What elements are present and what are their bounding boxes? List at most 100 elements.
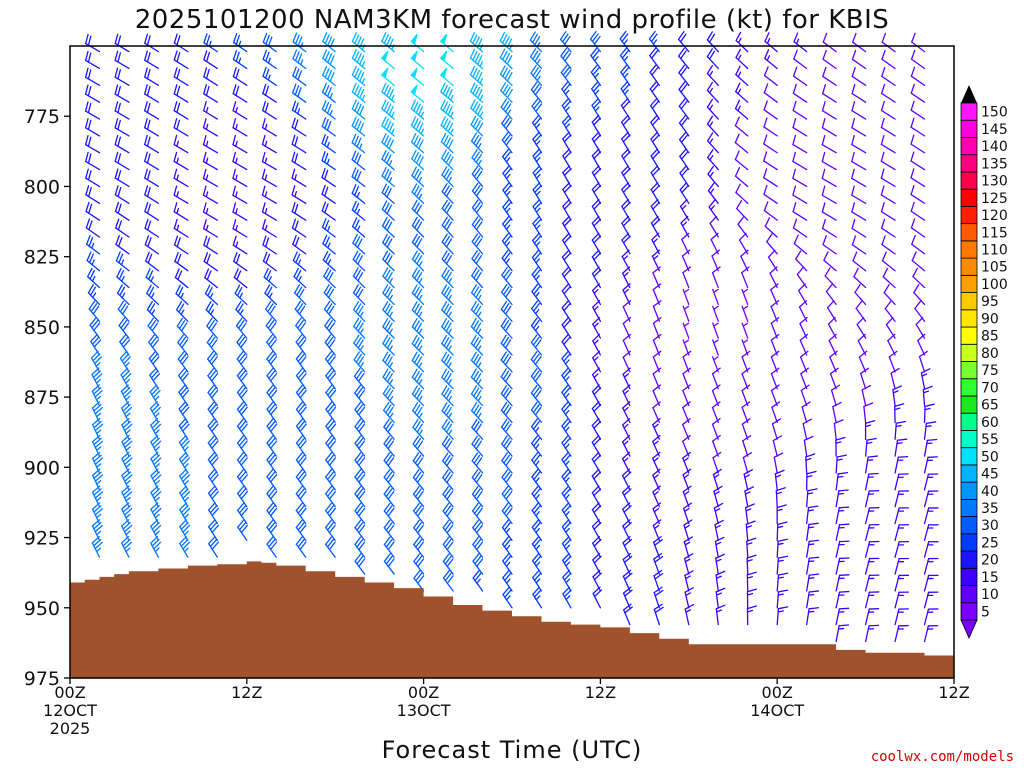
wind-barb	[792, 151, 808, 171]
wind-barb	[500, 351, 513, 373]
wind-barb	[383, 452, 395, 474]
wind-barb	[354, 418, 366, 440]
wind-barb	[236, 334, 248, 356]
wind-barb	[236, 350, 248, 373]
wind-barb	[650, 114, 660, 137]
wind-barb	[864, 608, 880, 626]
wind-barb	[806, 488, 818, 508]
wind-barb	[764, 49, 778, 70]
wind-barb	[561, 232, 572, 255]
wind-barb	[441, 318, 454, 339]
wind-barb	[880, 202, 896, 221]
wind-barb	[851, 185, 867, 204]
wind-barb	[87, 284, 101, 306]
wind-barb	[262, 218, 277, 238]
credit-label[interactable]: coolwx.com/models	[871, 749, 1014, 765]
colorbar-top-arrow	[961, 85, 977, 103]
wind-barb	[911, 234, 926, 255]
wind-barb	[741, 322, 749, 339]
wind-barb	[441, 233, 454, 255]
y-tick-label: 775	[24, 106, 60, 128]
wind-barb	[202, 134, 218, 154]
wind-barb	[744, 486, 754, 508]
wind-barb	[150, 536, 162, 558]
wind-barb	[88, 300, 101, 322]
wind-barb	[118, 317, 130, 339]
wind-barb	[265, 300, 277, 322]
wind-barb	[805, 453, 816, 474]
colorbar-label: 5	[981, 604, 990, 620]
wind-barb	[711, 367, 721, 390]
wind-barb	[501, 502, 513, 525]
wind-barb	[324, 350, 336, 373]
wind-barb	[623, 603, 633, 626]
wind-barb	[471, 452, 484, 474]
wind-barb	[650, 131, 660, 154]
wind-barb	[923, 624, 939, 643]
wind-barb	[179, 502, 191, 525]
wind-barb	[894, 591, 910, 609]
wind-barb	[894, 455, 909, 474]
wind-barb	[411, 149, 425, 171]
wind-barb	[591, 81, 602, 103]
wind-barb	[439, 50, 454, 70]
wind-barb	[500, 98, 513, 120]
wind-barb	[291, 134, 307, 154]
y-tick-label: 825	[24, 247, 60, 269]
wind-barb	[86, 251, 101, 272]
wind-barb	[262, 49, 277, 70]
wind-barb	[707, 149, 719, 171]
wind-barb	[561, 249, 572, 272]
wind-barb	[232, 151, 248, 171]
colorbar-label: 25	[981, 535, 999, 551]
wind-barb	[177, 350, 189, 373]
wind-barb	[441, 301, 454, 322]
wind-barb	[714, 519, 724, 542]
wind-barb	[179, 536, 191, 558]
wind-barb	[500, 334, 513, 356]
wind-barb	[144, 201, 160, 221]
wind-barb	[440, 116, 454, 137]
wind-barb	[591, 232, 602, 255]
wind-barb	[121, 502, 133, 525]
wind-barb	[770, 367, 780, 390]
wind-barb	[619, 30, 631, 53]
wind-barb	[203, 33, 218, 53]
colorbar-label: 90	[981, 311, 999, 327]
wind-barb	[910, 134, 926, 154]
wind-barb	[679, 199, 690, 221]
wind-barb	[650, 165, 660, 188]
y-tick-label: 900	[24, 457, 60, 479]
wind-barb	[532, 148, 543, 171]
wind-barb	[821, 202, 837, 221]
colorbar-label: 10	[981, 587, 999, 603]
wind-barb	[442, 536, 454, 558]
wind-barb	[292, 251, 307, 272]
wind-barb	[471, 233, 484, 255]
wind-barb	[266, 519, 278, 542]
y-tick-label: 875	[24, 387, 60, 409]
wind-barb	[830, 384, 841, 407]
wind-barb	[470, 301, 484, 322]
wind-barb	[734, 166, 749, 188]
wind-barb	[883, 284, 896, 306]
colorbar-swatch	[960, 585, 978, 604]
wind-barb	[351, 150, 366, 171]
wind-barb	[880, 151, 896, 171]
wind-barb	[835, 523, 850, 542]
wind-barb	[325, 468, 336, 491]
wind-barb	[531, 435, 543, 457]
x-tick-label: 12Z	[585, 683, 616, 702]
wind-barb	[234, 284, 248, 306]
wind-barb	[826, 300, 837, 322]
wind-barb	[501, 469, 513, 491]
wind-barb	[792, 134, 808, 154]
wind-barb	[561, 283, 572, 306]
wind-barb	[894, 438, 908, 457]
wind-barb	[684, 603, 695, 626]
wind-barb	[833, 419, 844, 440]
wind-barb	[529, 48, 543, 70]
wind-barb	[501, 266, 513, 289]
